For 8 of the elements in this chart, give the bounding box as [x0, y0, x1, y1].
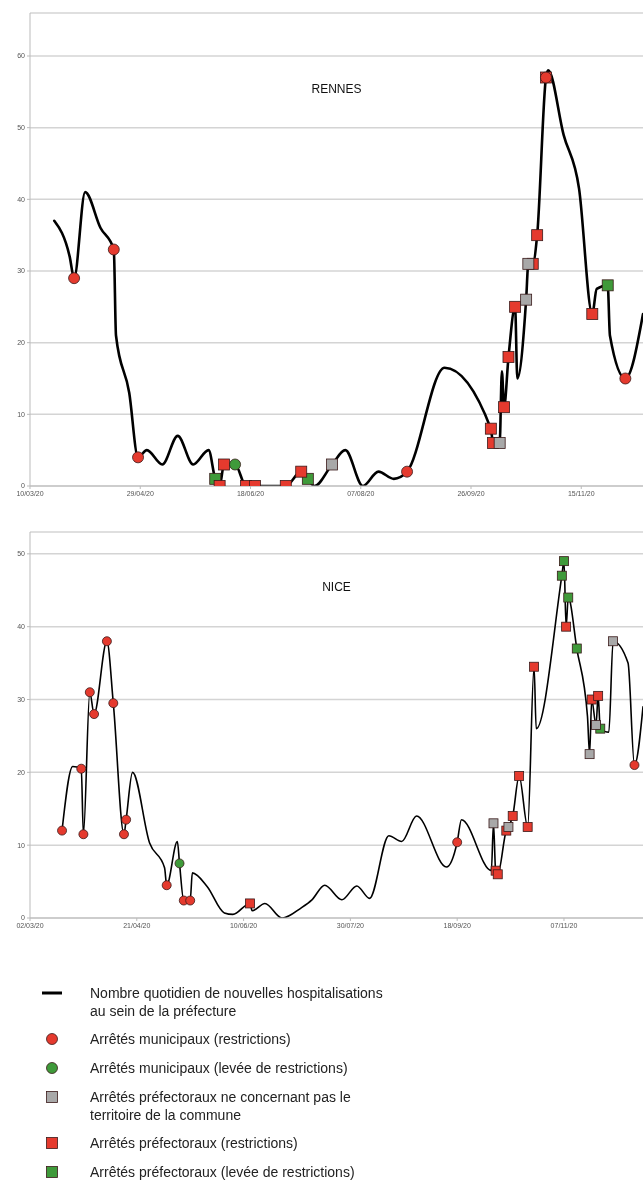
- text: RENNES: [310, 82, 363, 96]
- legend-label: Arrêtés municipaux (levée de restrictions): [90, 1059, 349, 1077]
- legend-label: Nombre quotidien de nouvelles hospitalisations au sein de la préfecture: [90, 984, 384, 1020]
- legend-label: Arrêtés préfectoraux (restrictions): [90, 1134, 299, 1152]
- legend-label: Arrêtés municipaux (restrictions): [90, 1030, 292, 1048]
- legend-label: Arrêtés préfectoraux (levée de restrictions): [90, 1163, 356, 1181]
- legend-label: Arrêtés préfectoraux ne concernant pas le territoire de la commune: [90, 1088, 352, 1124]
- text: NICE: [321, 580, 352, 594]
